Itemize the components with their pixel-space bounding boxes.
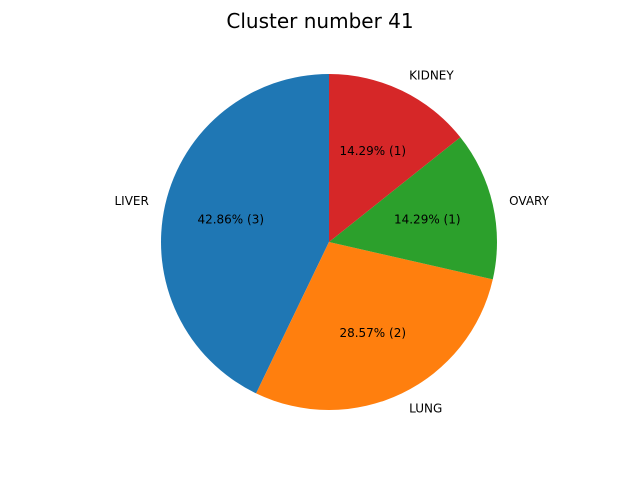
chart-title: Cluster number 41	[226, 9, 413, 33]
slice-label-kidney: KIDNEY	[409, 69, 454, 83]
pie-slice-ovary	[329, 137, 497, 280]
slice-label-lung: LUNG	[409, 401, 442, 415]
pie-slice-lung	[256, 242, 493, 410]
slice-percent-liver: 42.86% (3)	[197, 213, 264, 227]
pie-slice-liver	[161, 74, 329, 394]
slice-percent-kidney: 14.29% (1)	[339, 144, 406, 158]
slice-percent-lung: 28.57% (2)	[339, 326, 406, 340]
pie-slices	[161, 74, 497, 410]
pie-slice-kidney	[329, 74, 461, 242]
slice-label-liver: LIVER	[114, 194, 148, 208]
slice-label-ovary: OVARY	[509, 194, 549, 208]
slice-percent-ovary: 14.29% (1)	[394, 213, 461, 227]
pie-labels: LIVER 42.86% (3) LUNG 28.57% (2) OVARY 14.29%…	[114, 69, 549, 416]
